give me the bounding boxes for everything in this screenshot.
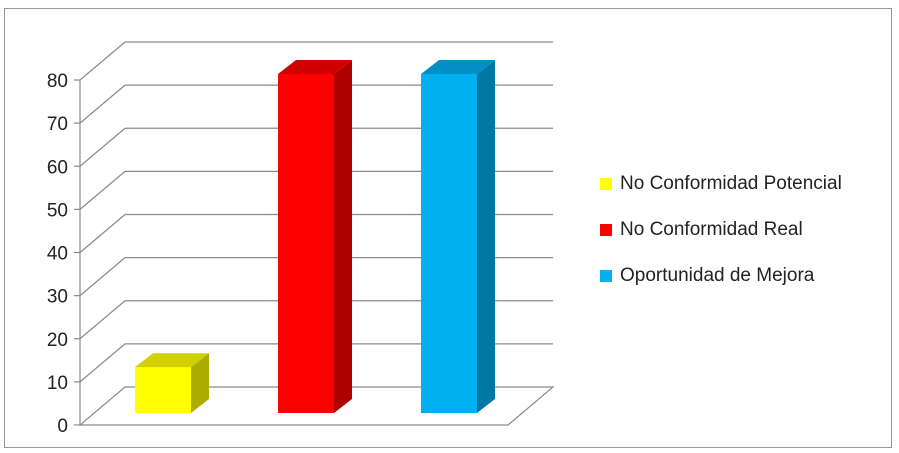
y-tick-label: 50: [47, 200, 68, 221]
bar-3: [421, 60, 495, 413]
legend: No Conformidad Potencial No Conformidad …: [600, 172, 842, 310]
legend-label: No Conformidad Potencial: [620, 173, 842, 194]
bar-top: [278, 60, 352, 74]
bar-side: [477, 60, 495, 413]
legend-swatch: [600, 224, 612, 236]
y-axis-ticks: 0 10 20 30 40 50 60 70 80: [47, 71, 80, 437]
chart-floor: [78, 386, 555, 426]
legend-label: Oportunidad de Mejora: [620, 265, 815, 286]
legend-swatch: [600, 178, 612, 190]
bar-front: [278, 74, 334, 413]
y-tick-label: 30: [47, 287, 68, 308]
y-tick-label: 10: [47, 373, 68, 394]
bar-top: [135, 353, 209, 368]
y-tick-label: 60: [47, 157, 68, 178]
bar-front: [421, 74, 477, 413]
gridline-diagonal: [79, 214, 126, 253]
bars: [135, 60, 495, 413]
gridline-diagonal: [79, 343, 126, 383]
bar-side: [334, 60, 352, 413]
y-tick-label: 40: [47, 244, 68, 265]
gridline-diagonal: [79, 257, 126, 297]
legend-swatch: [600, 270, 612, 282]
y-tick-label: 80: [47, 71, 68, 92]
legend-item-potencial: No Conformidad Potencial: [600, 172, 842, 196]
bar-1: [135, 353, 209, 413]
gridline-diagonal: [79, 170, 126, 210]
legend-item-real: No Conformidad Real: [600, 218, 842, 242]
bar-2: [278, 60, 352, 413]
y-tick-label: 0: [57, 416, 68, 437]
y-tick-label: 70: [47, 114, 68, 135]
gridline-diagonal: [79, 41, 126, 81]
gridline-diagonal: [79, 300, 126, 340]
y-tick-label: 20: [47, 330, 68, 351]
legend-item-mejora: Oportunidad de Mejora: [600, 264, 842, 288]
gridline-diagonal: [79, 84, 126, 124]
bar-side: [191, 353, 209, 413]
legend-label: No Conformidad Real: [620, 219, 803, 240]
bar-front: [135, 367, 191, 413]
bar-top: [421, 60, 495, 74]
gridline-diagonal: [79, 127, 126, 167]
